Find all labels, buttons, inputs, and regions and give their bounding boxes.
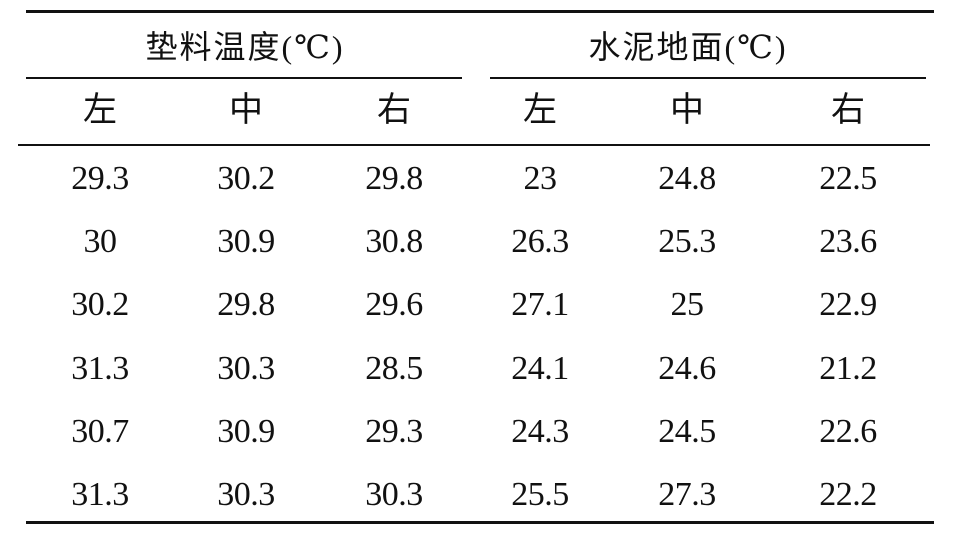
header-rule: [18, 144, 930, 146]
table-cell: 31.3: [71, 350, 129, 387]
table-cell: 22.9: [819, 286, 877, 323]
table-cell: 29.8: [217, 286, 275, 323]
table-cell: 24.8: [658, 160, 716, 197]
table-cell: 30.2: [217, 160, 275, 197]
table-cell: 30.9: [217, 223, 275, 260]
bottom-rule: [26, 521, 934, 524]
table-cell: 21.2: [819, 350, 877, 387]
table-cell: 26.3: [511, 223, 569, 260]
column-header: 中: [229, 92, 263, 129]
table-cell: 22.6: [819, 413, 877, 450]
column-header: 中: [670, 92, 704, 129]
table-cell: 29.6: [365, 286, 423, 323]
table-cell: 25.3: [658, 223, 716, 260]
table-cell: 29.3: [71, 160, 129, 197]
table-cell: 24.1: [511, 350, 569, 387]
table-cell: 25.5: [511, 476, 569, 513]
table-cell: 30.3: [217, 476, 275, 513]
table-cell: 24.3: [511, 413, 569, 450]
table-cell: 24.6: [658, 350, 716, 387]
table-cell: 25: [670, 286, 705, 323]
table-cell: 31.3: [71, 476, 129, 513]
column-header: 左: [523, 92, 557, 129]
table-cell: 22.2: [819, 476, 877, 513]
table-cell: 23: [523, 160, 558, 197]
table-cell: 30.3: [217, 350, 275, 387]
top-rule: [26, 10, 934, 13]
table-cell: 23.6: [819, 223, 877, 260]
group-header-cement-floor: 水泥地面(℃): [588, 29, 788, 65]
group-rule-left: [26, 77, 462, 79]
group-header-bedding-temp: 垫料温度(℃): [145, 29, 345, 65]
column-header: 左: [83, 92, 117, 129]
table-cell: 27.1: [511, 286, 569, 323]
group-rule-right: [490, 77, 926, 79]
table-cell: 30.3: [365, 476, 423, 513]
table-cell: 30.2: [71, 286, 129, 323]
table-cell: 29.8: [365, 160, 423, 197]
column-header: 右: [377, 92, 411, 129]
table-cell: 30: [83, 223, 118, 260]
table-cell: 30.7: [71, 413, 129, 450]
table-cell: 29.3: [365, 413, 423, 450]
table-cell: 22.5: [819, 160, 877, 197]
table-cell: 28.5: [365, 350, 423, 387]
table-cell: 27.3: [658, 476, 716, 513]
table-cell: 24.5: [658, 413, 716, 450]
table-cell: 30.9: [217, 413, 275, 450]
column-header: 右: [831, 92, 865, 129]
table-cell: 30.8: [365, 223, 423, 260]
